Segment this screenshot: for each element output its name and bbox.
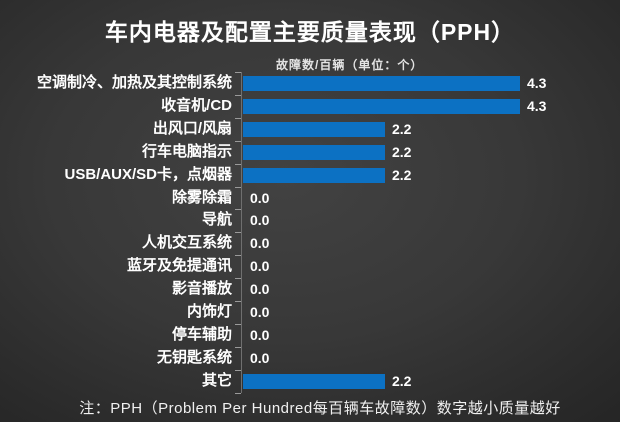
chart-row: 除雾除霜 0.0 bbox=[0, 187, 620, 210]
chart-row: 空调制冷、加热及其控制系统 4.3 bbox=[0, 72, 620, 95]
category-label: 其它 bbox=[201, 371, 232, 389]
bar bbox=[243, 121, 385, 137]
category-label: 人机交互系统 bbox=[141, 234, 232, 252]
category-label: 蓝牙及免提通讯 bbox=[126, 257, 232, 275]
category-label: 空调制冷、加热及其控制系统 bbox=[36, 74, 232, 91]
bar bbox=[243, 144, 385, 160]
chart-row: 行车电脑指示 2.2 bbox=[0, 141, 620, 164]
category-label: 收音机/CD bbox=[161, 96, 232, 114]
plot-area: 空调制冷、加热及其控制系统 4.3 收音机/CD 4.3 出风口/风扇 2.2 行车电脑指示… bbox=[0, 72, 620, 393]
chart-subtitle: 故障数/百辆（单位：个） bbox=[276, 58, 424, 72]
value-label: 0.0 bbox=[250, 189, 270, 206]
chart-row: 无钥匙系统 0.0 bbox=[0, 347, 620, 370]
bar bbox=[243, 373, 385, 389]
value-label: 2.2 bbox=[392, 143, 412, 160]
axis-tick bbox=[235, 72, 241, 73]
axis-tick bbox=[235, 94, 241, 96]
bar bbox=[243, 76, 520, 91]
category-label: USB/AUX/SD卡，点烟器 bbox=[64, 165, 232, 183]
chart-title: 车内电器及配置主要质量表现（PPH） bbox=[104, 19, 516, 45]
value-label: 2.2 bbox=[392, 120, 412, 137]
bar bbox=[243, 98, 520, 114]
axis-tick bbox=[235, 255, 241, 257]
category-label: 行车电脑指示 bbox=[141, 142, 232, 160]
chart-row: 人机交互系统 0.0 bbox=[0, 232, 620, 255]
chart-row: 停车辅助 0.0 bbox=[0, 324, 620, 347]
axis-tick bbox=[235, 346, 241, 348]
chart-row: 出风口/风扇 2.2 bbox=[0, 118, 620, 141]
chart-row: USB/AUX/SD卡，点烟器 2.2 bbox=[0, 164, 620, 187]
chart-footnote: 注：PPH（Problem Per Hundred每百辆车故障数）数字越小质量越… bbox=[79, 400, 561, 417]
value-label: 4.3 bbox=[527, 75, 547, 91]
category-axis-line bbox=[241, 72, 242, 393]
chart-row: 蓝牙及免提通讯 0.0 bbox=[0, 255, 620, 278]
category-label: 影音播放 bbox=[171, 280, 232, 298]
value-label: 0.0 bbox=[250, 304, 270, 320]
category-label: 停车辅助 bbox=[171, 325, 232, 343]
value-label: 0.0 bbox=[250, 326, 270, 343]
axis-tick bbox=[235, 369, 241, 371]
axis-tick bbox=[235, 186, 241, 188]
chart-row: 影音播放 0.0 bbox=[0, 278, 620, 301]
value-label: 0.0 bbox=[250, 235, 270, 252]
category-label: 除雾除霜 bbox=[171, 188, 232, 206]
axis-tick bbox=[235, 140, 241, 142]
category-label: 导航 bbox=[201, 211, 232, 229]
value-label: 0.0 bbox=[250, 212, 270, 229]
chart-row: 收音机/CD 4.3 bbox=[0, 95, 620, 118]
value-label: 0.0 bbox=[250, 258, 270, 275]
axis-tick bbox=[235, 301, 241, 302]
axis-tick bbox=[235, 392, 241, 394]
category-label: 无钥匙系统 bbox=[156, 348, 232, 366]
axis-tick bbox=[235, 209, 241, 211]
bar bbox=[243, 167, 385, 183]
value-label: 0.0 bbox=[250, 281, 270, 298]
value-label: 2.2 bbox=[392, 166, 412, 183]
category-label: 出风口/风扇 bbox=[152, 119, 232, 137]
chart-row: 内饰灯 0.0 bbox=[0, 301, 620, 324]
axis-tick bbox=[235, 278, 241, 280]
chart-row: 其它 2.2 bbox=[0, 370, 620, 393]
category-label: 内饰灯 bbox=[186, 303, 232, 320]
axis-tick bbox=[235, 323, 241, 325]
axis-tick bbox=[235, 117, 241, 119]
chart-row: 导航 0.0 bbox=[0, 209, 620, 232]
value-label: 4.3 bbox=[527, 97, 547, 114]
value-label: 2.2 bbox=[392, 372, 412, 389]
value-label: 0.0 bbox=[250, 349, 270, 366]
axis-tick bbox=[235, 232, 241, 234]
axis-tick bbox=[235, 163, 241, 165]
